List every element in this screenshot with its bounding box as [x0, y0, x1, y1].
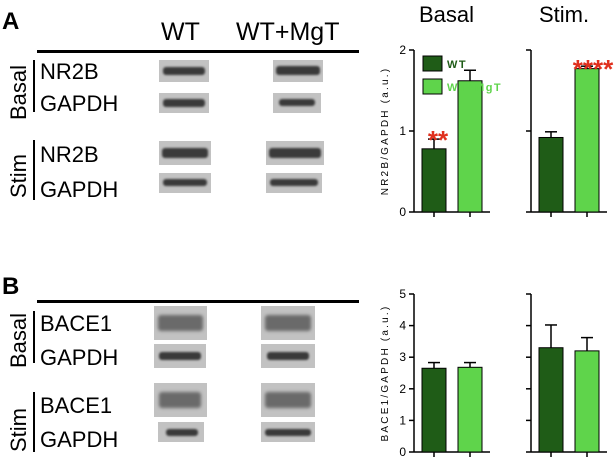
bar-wt-mgt [457, 366, 483, 453]
blot-gapdh-stim-wt [159, 173, 211, 193]
blot-bace1-stim-mgt [261, 383, 315, 417]
column-header-wt: WT [161, 18, 200, 46]
blot-nr2b-stim-mgt [266, 141, 324, 165]
blot-gapdh-stim-mgt [266, 173, 322, 193]
blot-bace1-stim-wt [154, 383, 207, 417]
panel-b-letter: B [2, 273, 20, 300]
panel-a-header-line [37, 50, 359, 53]
panel-a-letter: A [2, 8, 20, 35]
blot-nr2b-basal-wt [159, 60, 209, 82]
y-tick-label: 5 [399, 287, 406, 301]
blot-nr2b-stim-wt [159, 141, 211, 165]
bar-wt [421, 367, 447, 453]
row-label-bace1-stim: BACE1 [40, 393, 113, 418]
bracket-stim-a [33, 140, 35, 200]
bar-wt [538, 136, 564, 213]
column-header-wt-mgt: WT+MgT [236, 18, 340, 46]
row-label-nr2b-stim: NR2B [40, 142, 99, 167]
blot-gapdh-stim-mgt-b [261, 422, 315, 442]
chart-header-basal: Basal [419, 2, 475, 27]
y-tick-label: 0 [399, 445, 406, 459]
significance-stars: ** [428, 125, 449, 155]
bracket-stim-b [33, 392, 35, 452]
blot-gapdh-basal-mgt-b [261, 344, 315, 368]
bracket-basal-b [33, 311, 35, 363]
significance-stars: **** [573, 54, 614, 84]
blot-nr2b-basal-mgt [273, 60, 323, 82]
y-tick-label: 2 [399, 43, 406, 57]
y-axis-label: NR2B/GAPDH (a.u.) [380, 67, 391, 196]
legend-label-0: WT [447, 59, 467, 71]
legend-label-1: WT+MgT [447, 82, 502, 94]
bar-wt [538, 347, 564, 453]
panel-b-header-line [37, 300, 359, 303]
row-label-gapdh-basal: GAPDH [40, 91, 119, 116]
blot-gapdh-stim-wt-b [158, 422, 204, 442]
bar-wt [421, 148, 447, 213]
y-tick-label: 0 [399, 205, 406, 219]
y-tick-label: 4 [399, 319, 406, 333]
row-label-nr2b-basal: NR2B [40, 59, 99, 84]
blot-gapdh-basal-wt-b [154, 344, 206, 368]
row-label-bace1-basal: BACE1 [40, 311, 113, 336]
legend-swatch-0 [422, 55, 443, 72]
bar-wt-mgt [457, 80, 483, 213]
bar-wt-mgt [574, 68, 600, 213]
blot-bace1-basal-mgt [261, 306, 315, 340]
legend-swatch-1 [422, 78, 443, 95]
bar-wt-mgt [574, 350, 600, 453]
row-label-gapdh-stim-b: GAPDH [40, 427, 119, 452]
y-tick-label: 1 [399, 124, 406, 138]
row-label-gapdh-stim: GAPDH [40, 177, 119, 202]
bracket-basal-a [33, 60, 35, 112]
y-tick-label: 2 [399, 382, 406, 396]
chart-header-stim: Stim. [539, 2, 590, 27]
blot-bace1-basal-wt [154, 306, 207, 340]
y-tick-label: 1 [399, 413, 406, 427]
y-tick-label: 3 [399, 350, 406, 364]
row-label-gapdh-basal-b: GAPDH [40, 345, 119, 370]
blot-gapdh-basal-wt [159, 93, 209, 113]
blot-gapdh-basal-mgt [273, 93, 321, 113]
y-axis-label: BACE1/GAPDH (a.u.) [380, 305, 391, 442]
